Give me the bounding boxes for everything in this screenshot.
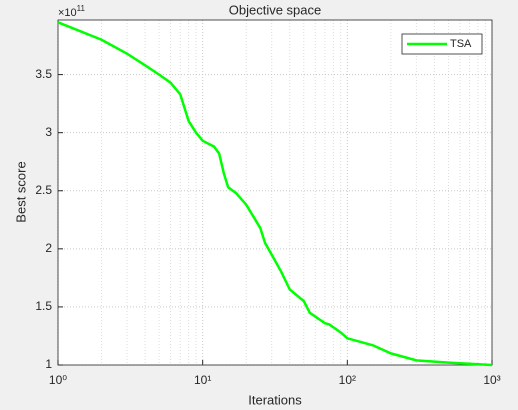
y-multiplier: ×1011 [58, 4, 86, 19]
y-tick-label: 2.5 [35, 183, 52, 197]
legend-label: TSA [450, 38, 472, 50]
x-tick-label: 10² [339, 373, 356, 387]
y-tick-label: 1 [45, 357, 52, 371]
multiplier-exponent: 11 [77, 4, 86, 13]
y-axis-label: Best score [13, 161, 28, 222]
plot-area [58, 20, 492, 365]
y-tick-label: 3 [45, 125, 52, 139]
chart-title: Objective space [229, 2, 322, 17]
y-tick-label: 3.5 [35, 67, 52, 81]
y-tick-label: 2 [45, 241, 52, 255]
legend: TSA [401, 33, 483, 55]
x-tick-label: 10³ [483, 373, 500, 387]
axes-box [57, 19, 493, 366]
data-line [57, 21, 493, 367]
multiplier-base: ×10 [58, 7, 77, 19]
y-tick-label: 1.5 [35, 299, 52, 313]
x-axis-label: Iterations [248, 392, 302, 407]
x-tick-label: 10¹ [194, 373, 211, 387]
x-tick-label: 10⁰ [49, 373, 67, 387]
